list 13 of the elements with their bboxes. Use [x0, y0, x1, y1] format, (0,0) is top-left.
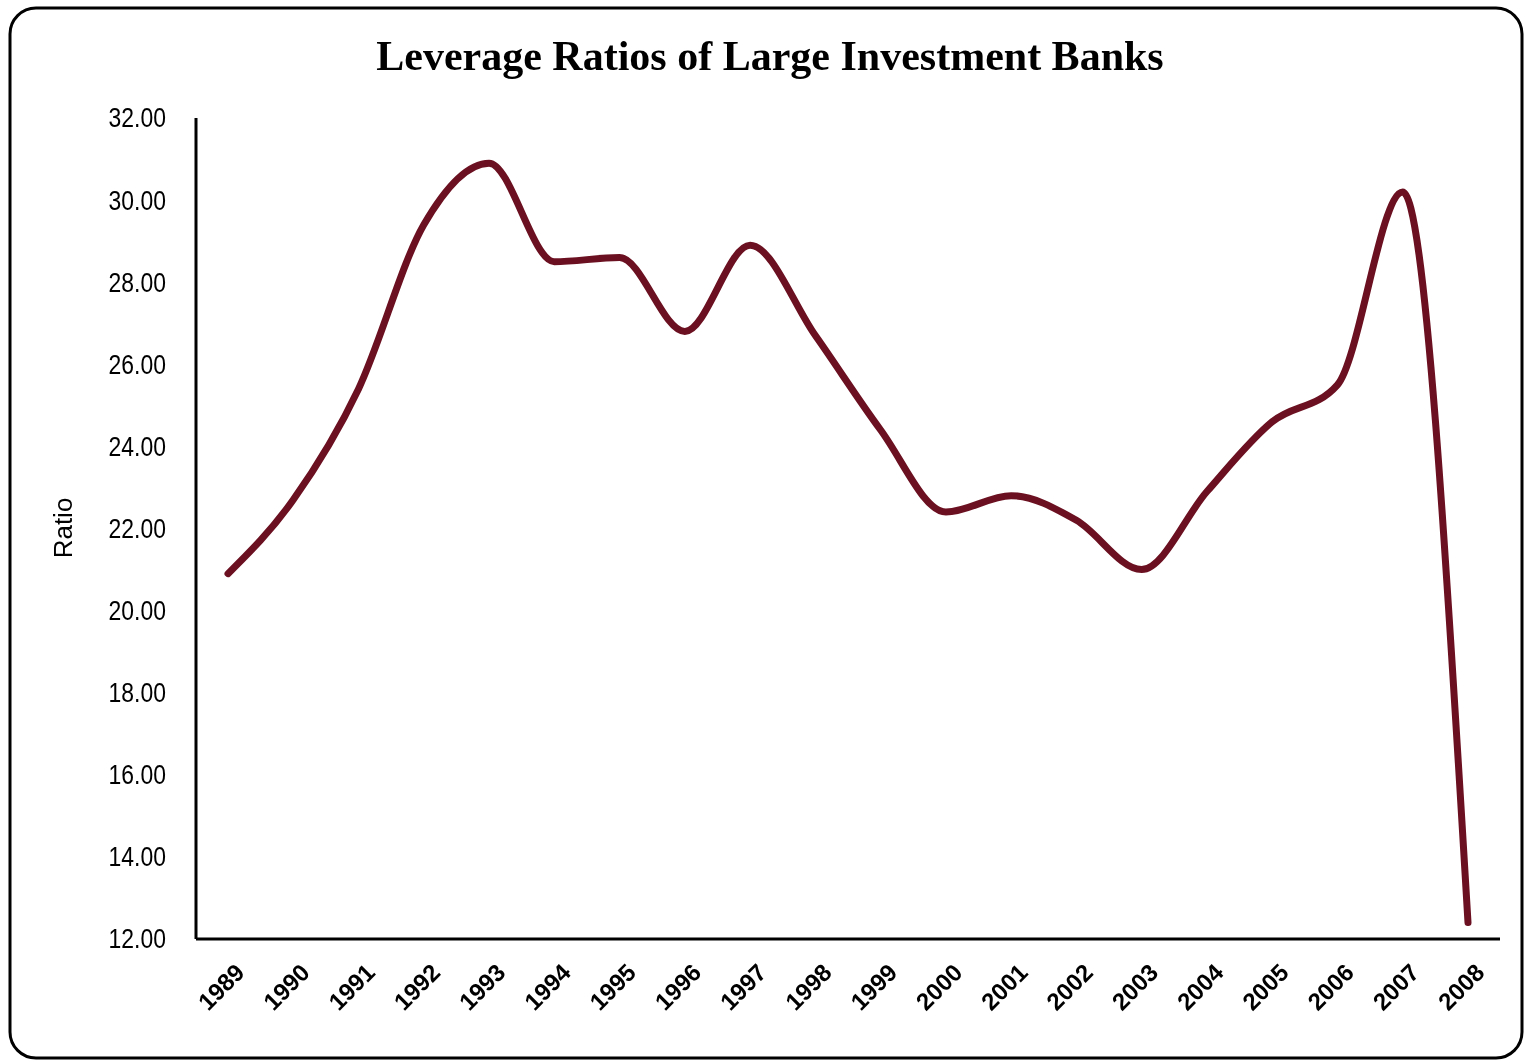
chart-title: Leverage Ratios of Large Investment Banks: [376, 33, 1164, 79]
y-tick-label: 28.00: [108, 266, 166, 298]
y-tick-label: 14.00: [108, 841, 166, 872]
y-tick-label: 20.00: [108, 595, 166, 626]
y-tick-label: 18.00: [108, 677, 166, 708]
y-tick-label: 32.00: [108, 102, 166, 133]
y-tick-label: 30.00: [108, 184, 166, 215]
y-tick-label: 22.00: [108, 513, 166, 544]
y-tick-label: 24.00: [108, 431, 166, 462]
y-tick-label: 16.00: [108, 759, 166, 790]
y-axis-title: Ratio: [48, 497, 78, 559]
y-tick-label: 12.00: [108, 923, 166, 954]
y-tick-label: 26.00: [108, 348, 166, 380]
